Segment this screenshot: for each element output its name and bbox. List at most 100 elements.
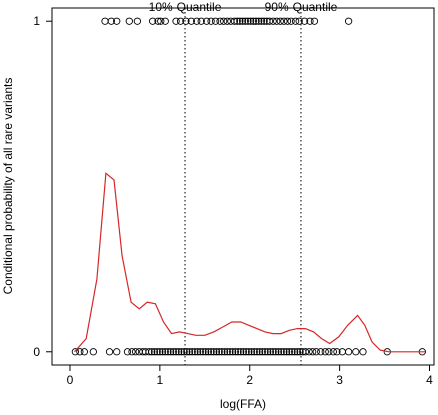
data-point [161,348,169,356]
data-point [101,17,109,25]
data-point [295,17,303,25]
y-axis-title: Conditional probability of all rare vari… [1,78,15,295]
data-point [321,348,329,356]
data-point [359,348,367,356]
data-point [273,17,281,25]
data-point [255,17,263,25]
data-point [166,348,175,356]
data-point [207,17,215,25]
data-point [218,348,226,356]
data-point [245,348,253,356]
data-point [291,348,299,356]
data-point [352,348,360,356]
data-point [133,17,142,25]
x-tick-label: 2 [246,373,253,387]
data-point [113,17,121,25]
data-point [193,17,201,25]
data-point [193,348,202,356]
data-point [237,348,245,356]
data-point [202,17,211,25]
data-point [187,17,195,25]
data-point [252,17,260,25]
quantile-label: 90%-Quantile [265,0,338,14]
points-y0 [71,348,426,356]
data-point [249,17,257,25]
data-point [325,348,333,356]
data-point [183,348,191,356]
data-point [175,348,183,356]
data-point [309,348,317,356]
conditional-probability-curve [74,172,425,353]
data-point [212,348,221,356]
data-point [272,348,280,356]
data-point [123,348,132,356]
data-point [264,348,272,356]
data-point [301,348,310,356]
data-point [207,348,215,356]
x-axis: 0 1 2 3 4 [67,365,433,387]
data-point [257,17,266,25]
data-point [255,348,264,356]
data-point [277,348,285,356]
points-y1 [101,17,353,25]
data-point [285,348,293,356]
data-point [329,348,337,356]
data-point [226,348,234,356]
data-point [244,17,252,25]
data-point [312,348,320,356]
data-point [80,348,89,356]
data-point [282,348,291,356]
y-axis: 01 [33,14,52,359]
data-point [344,17,353,25]
data-point [105,348,114,356]
data-point [145,348,153,356]
data-point [291,17,300,25]
data-point [220,348,229,356]
data-point [333,348,341,356]
data-point [238,17,247,25]
data-point [154,17,162,25]
data-point [288,348,296,356]
data-point [216,17,224,25]
data-point [300,17,309,25]
data-point [344,348,353,356]
data-point [265,17,274,25]
data-point [215,348,223,356]
data-point [199,348,207,356]
data-point [229,348,237,356]
data-point [89,348,97,356]
x-axis-title: log(FFA) [220,397,266,411]
data-point [177,348,186,356]
data-point [276,17,284,25]
data-point [234,348,242,356]
data-point [236,17,244,25]
data-point [76,348,84,356]
data-point [150,348,159,356]
data-point [283,17,292,25]
data-point [253,348,261,356]
x-tick-label: 1 [157,373,164,387]
data-point [185,348,194,356]
data-point [280,348,288,356]
y-tick-label: 1 [33,14,40,28]
data-point [153,348,161,356]
data-point [149,17,157,25]
data-point [296,348,304,356]
data-point [172,17,180,25]
data-point [182,17,190,25]
x-tick-label: 3 [336,373,343,387]
data-point [261,348,269,356]
data-point [231,348,240,356]
data-point [164,348,172,356]
data-point [128,348,136,356]
data-point [113,348,121,356]
data-point [180,348,188,356]
data-point [317,348,325,356]
data-point [250,348,258,356]
data-point [125,17,133,25]
data-point [210,348,218,356]
data-point [266,348,275,356]
data-point [196,348,204,356]
data-point [157,17,165,25]
